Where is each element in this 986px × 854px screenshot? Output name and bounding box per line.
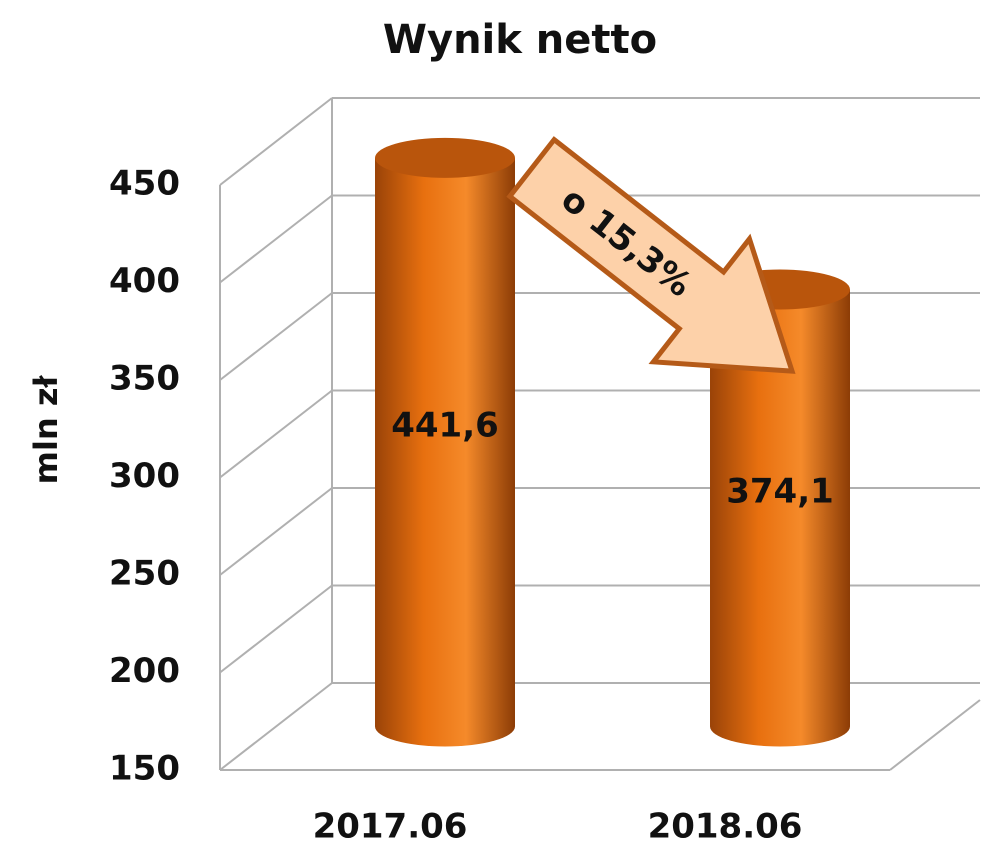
bar [375, 157, 515, 727]
grid-line [219, 682, 333, 771]
y-tick-label: 150 [109, 749, 180, 789]
grid-line [219, 292, 333, 381]
grid-line [219, 487, 333, 576]
bar-top [375, 137, 515, 178]
grid-line [219, 389, 333, 479]
arrow-shape [506, 136, 796, 374]
value-label: 441,6 [391, 406, 499, 446]
x-tick-label: 2018.06 [648, 807, 803, 847]
x-tick-label: 2017.06 [313, 807, 468, 847]
grid-line [219, 584, 333, 674]
floor-edge [889, 699, 981, 771]
y-tick-label: 200 [109, 651, 180, 691]
value-label: 374,1 [726, 472, 834, 512]
y-axis-label: mln zł [27, 375, 65, 485]
grid-line [219, 97, 333, 186]
y-tick-label: 350 [109, 359, 180, 399]
chart-title: Wynik netto [383, 17, 657, 63]
y-tick-label: 400 [109, 261, 180, 301]
grid-line [219, 194, 333, 284]
y-tick-label: 250 [109, 554, 180, 594]
y-tick-label: 300 [109, 456, 180, 496]
y-tick-label: 450 [109, 164, 180, 204]
